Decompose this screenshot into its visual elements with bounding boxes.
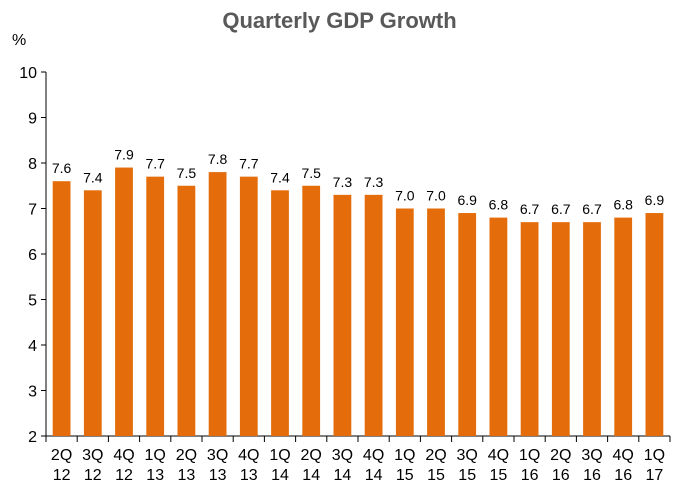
x-tick-label-year: 15 — [490, 467, 508, 484]
x-tick-label-quarter: 4Q — [238, 447, 259, 464]
y-tick-label: 5 — [28, 293, 37, 310]
x-tick-label-year: 17 — [646, 467, 664, 484]
bar — [520, 222, 539, 436]
x-tick-label-year: 12 — [84, 467, 102, 484]
data-label: 7.4 — [83, 169, 103, 185]
data-label: 7.3 — [364, 174, 384, 190]
x-tick-label-year: 16 — [521, 467, 539, 484]
y-tick-label: 8 — [28, 156, 37, 173]
bar — [645, 213, 664, 436]
x-tick-label-year: 14 — [302, 467, 320, 484]
x-tick-label-quarter: 4Q — [488, 447, 509, 464]
bar — [364, 194, 383, 436]
x-tick-label-year: 15 — [396, 467, 414, 484]
x-tick-label-year: 14 — [271, 467, 289, 484]
bar — [489, 217, 508, 436]
y-tick-label: 3 — [28, 384, 37, 401]
data-label: 7.0 — [395, 188, 415, 204]
x-tick-label-quarter: 2Q — [176, 447, 197, 464]
data-label: 6.9 — [645, 192, 665, 208]
data-label: 6.7 — [582, 201, 602, 217]
x-tick-label-quarter: 3Q — [457, 447, 478, 464]
bar — [551, 222, 570, 436]
y-tick-label: 6 — [28, 247, 37, 264]
x-tick-label-year: 12 — [53, 467, 71, 484]
bar — [115, 167, 133, 437]
x-tick-label-quarter: 2Q — [51, 447, 72, 464]
bar — [458, 213, 477, 436]
x-tick-label-year: 14 — [365, 467, 383, 484]
data-label: 7.0 — [426, 188, 446, 204]
bar — [614, 217, 633, 436]
bar — [208, 172, 227, 436]
data-label: 7.5 — [301, 165, 321, 181]
y-axis-unit: % — [12, 32, 27, 49]
x-tick-label-quarter: 4Q — [613, 447, 634, 464]
bar — [146, 176, 165, 436]
data-label: 7.6 — [52, 160, 72, 176]
x-tick-label-quarter: 1Q — [269, 447, 290, 464]
bar — [271, 190, 289, 436]
x-tick-label-quarter: 3Q — [581, 447, 602, 464]
data-label: 7.8 — [208, 151, 228, 167]
x-tick-label-year: 14 — [334, 467, 352, 484]
chart-title: Quarterly GDP Growth — [222, 8, 457, 33]
x-tick-label-year: 16 — [552, 467, 570, 484]
x-tick-label-quarter: 4Q — [363, 447, 384, 464]
y-tick-label: 10 — [19, 65, 37, 82]
bar — [52, 181, 71, 436]
x-tick-label-year: 13 — [240, 467, 258, 484]
x-tick-label-quarter: 1Q — [145, 447, 166, 464]
bar — [395, 208, 414, 436]
x-tick-label-year: 13 — [209, 467, 227, 484]
bar — [333, 194, 352, 436]
x-tick-label-quarter: 4Q — [113, 447, 134, 464]
x-tick-label-quarter: 3Q — [82, 447, 103, 464]
data-label: 7.7 — [145, 156, 165, 172]
data-label: 6.7 — [520, 201, 540, 217]
x-tick-label-quarter: 2Q — [301, 447, 322, 464]
bar — [583, 222, 601, 436]
y-tick-label: 2 — [28, 429, 37, 446]
x-tick-label-year: 15 — [427, 467, 445, 484]
data-label: 6.8 — [489, 197, 509, 213]
data-label: 7.9 — [114, 147, 134, 163]
x-tick-label-year: 13 — [178, 467, 196, 484]
data-label: 7.4 — [270, 169, 290, 185]
x-tick-label-quarter: 1Q — [519, 447, 540, 464]
bar — [302, 185, 321, 436]
x-tick-label-quarter: 3Q — [332, 447, 353, 464]
data-label: 6.8 — [613, 197, 633, 213]
bar — [177, 185, 196, 436]
x-tick-label-year: 13 — [146, 467, 164, 484]
bar — [427, 208, 445, 436]
data-label: 6.7 — [551, 201, 571, 217]
x-tick-label-year: 16 — [614, 467, 632, 484]
data-label: 6.9 — [457, 192, 477, 208]
x-tick-label-quarter: 1Q — [644, 447, 665, 464]
x-tick-label-quarter: 2Q — [425, 447, 446, 464]
bar — [83, 190, 102, 436]
bar — [239, 176, 258, 436]
data-label: 7.5 — [177, 165, 197, 181]
x-tick-label-quarter: 2Q — [550, 447, 571, 464]
y-tick-label: 9 — [28, 111, 37, 128]
y-tick-label: 4 — [28, 338, 37, 355]
x-tick-label-quarter: 1Q — [394, 447, 415, 464]
x-tick-label-year: 12 — [115, 467, 133, 484]
x-tick-label-year: 16 — [583, 467, 601, 484]
y-tick-label: 7 — [28, 202, 37, 219]
x-tick-label-year: 15 — [458, 467, 476, 484]
data-label: 7.3 — [333, 174, 353, 190]
data-label: 7.7 — [239, 156, 259, 172]
x-tick-label-quarter: 3Q — [207, 447, 228, 464]
